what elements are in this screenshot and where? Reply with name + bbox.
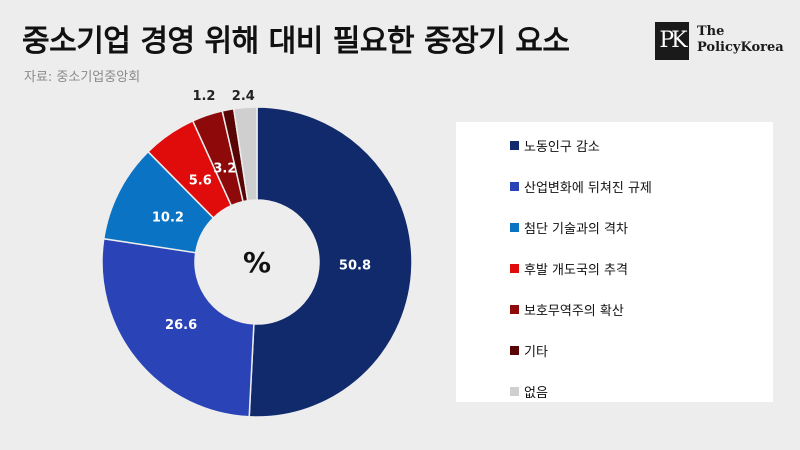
legend-item-1: 노동인구 감소 [510, 135, 600, 155]
source-note: 자료: 중소기업중앙회 [24, 70, 141, 85]
legend-label-7: 없음 [524, 385, 548, 401]
slice-label-3: 10.2 [152, 211, 184, 226]
logo-mark: PK [655, 22, 689, 60]
legend-swatch-3 [510, 222, 519, 232]
slice-label-2: 26.6 [165, 318, 197, 333]
legend-item-4: 후발 개도국의 추격 [510, 258, 628, 278]
legend-swatch-7 [510, 386, 519, 396]
legend-swatch-2 [510, 181, 519, 191]
legend-item-7: 없음 [510, 381, 548, 401]
chart-title: 중소기업 경영 위해 대비 필요한 중장기 요소 [22, 24, 570, 59]
slice-label-6: 1.2 [192, 89, 215, 104]
legend-label-2: 산업변화에 뒤쳐진 규제 [524, 180, 652, 196]
legend-label-3: 첨단 기술과의 격차 [524, 221, 628, 237]
legend-item-2: 산업변화에 뒤쳐진 규제 [510, 176, 652, 196]
legend-label-4: 후발 개도국의 추격 [524, 262, 628, 278]
legend-swatch-5 [510, 304, 519, 314]
logo-wordmark: The PolicyKorea [697, 24, 787, 56]
legend-label-5: 보호무역주의 확산 [524, 303, 624, 319]
slice-label-4: 5.6 [189, 174, 212, 189]
legend-label-1: 노동인구 감소 [524, 139, 600, 155]
legend-swatch-6 [510, 345, 519, 355]
slice-label-1: 50.8 [339, 258, 371, 273]
center-label: % [243, 246, 271, 279]
legend-label-6: 기타 [524, 344, 548, 360]
slice-7 [232, 106, 258, 202]
logo-line-2: PolicyKorea [697, 40, 784, 55]
legend-item-5: 보호무역주의 확산 [510, 299, 624, 319]
legend-item-3: 첨단 기술과의 격차 [510, 217, 628, 237]
legend-swatch-1 [510, 140, 519, 150]
slice-label-7: 2.4 [232, 89, 255, 104]
slice-label-5: 3.2 [213, 161, 236, 176]
policykorea-logo: PK The PolicyKorea [655, 22, 785, 62]
slice-1 [248, 106, 413, 418]
legend-swatch-4 [510, 263, 519, 273]
slice-2 [101, 237, 255, 418]
logo-line-1: The [697, 24, 725, 39]
legend-item-6: 기타 [510, 340, 548, 360]
